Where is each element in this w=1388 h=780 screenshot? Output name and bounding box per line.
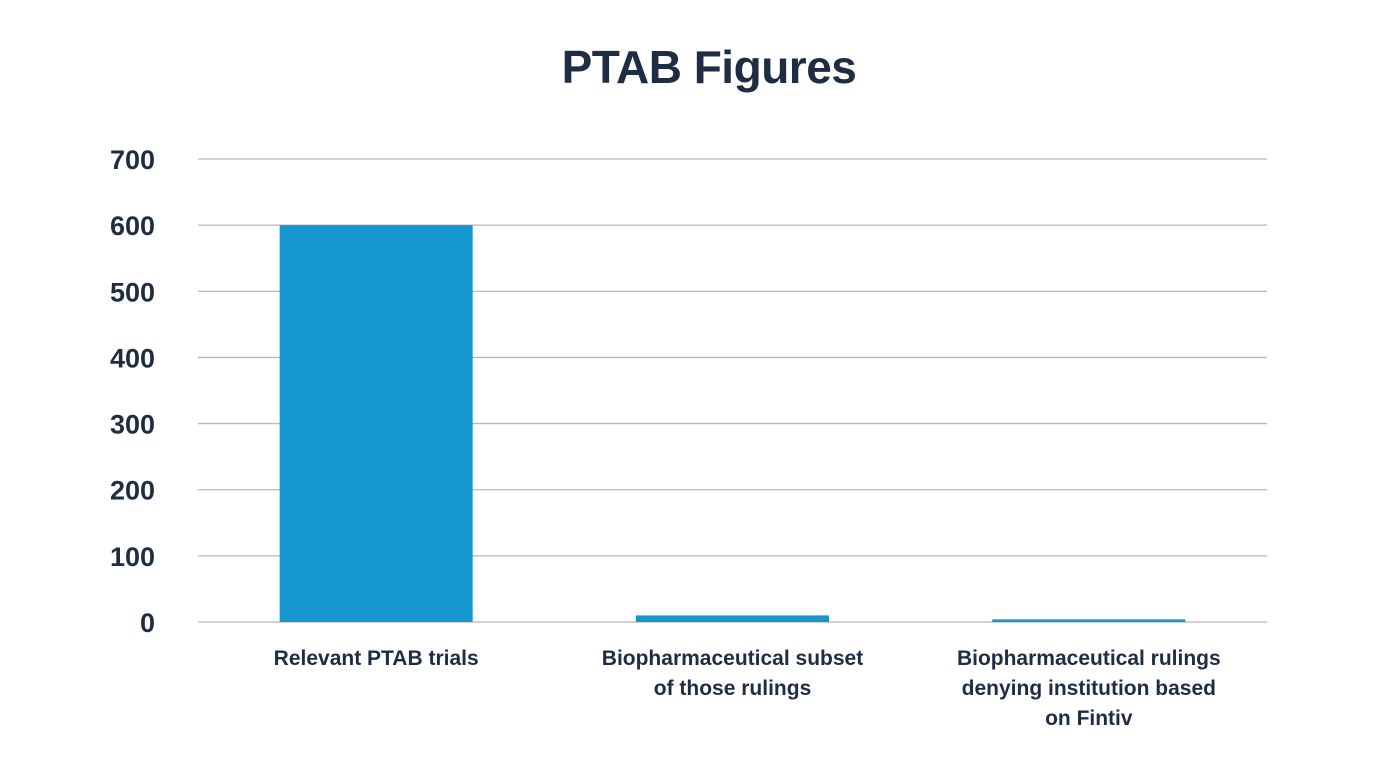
y-tick-label: 600 [110, 211, 155, 241]
x-category-label-line: on Fintiv [1045, 707, 1133, 730]
y-tick-label: 700 [110, 145, 155, 175]
y-tick-label: 500 [110, 277, 155, 307]
y-tick-label: 200 [110, 476, 155, 506]
y-tick-label: 400 [110, 343, 155, 373]
x-axis-labels: Relevant PTAB trials Biopharmaceutical su… [274, 647, 1221, 730]
y-tick-label: 100 [110, 542, 155, 572]
x-category-label: Relevant PTAB trials [274, 647, 479, 670]
bar [992, 619, 1186, 622]
x-category-label: Biopharmaceutical subset of those rulings [602, 647, 863, 700]
bar [279, 225, 473, 622]
bars [279, 225, 1186, 622]
y-tick-label: 0 [140, 608, 155, 638]
x-category-label-line: Biopharmaceutical rulings [957, 647, 1221, 670]
x-category-label-line: of those rulings [654, 677, 812, 700]
x-category-label-line: denying institution based [962, 677, 1216, 700]
chart-title: PTAB Figures [561, 41, 857, 93]
y-tick-label: 300 [110, 410, 155, 440]
x-category-label-line: Biopharmaceutical subset [602, 647, 863, 670]
y-axis-ticks: 0 100 200 300 400 500 600 700 [110, 145, 155, 638]
x-category-label: Biopharmaceutical rulings denying institu… [957, 647, 1221, 730]
bar [636, 615, 829, 622]
x-category-label-line: Relevant PTAB trials [274, 647, 479, 670]
